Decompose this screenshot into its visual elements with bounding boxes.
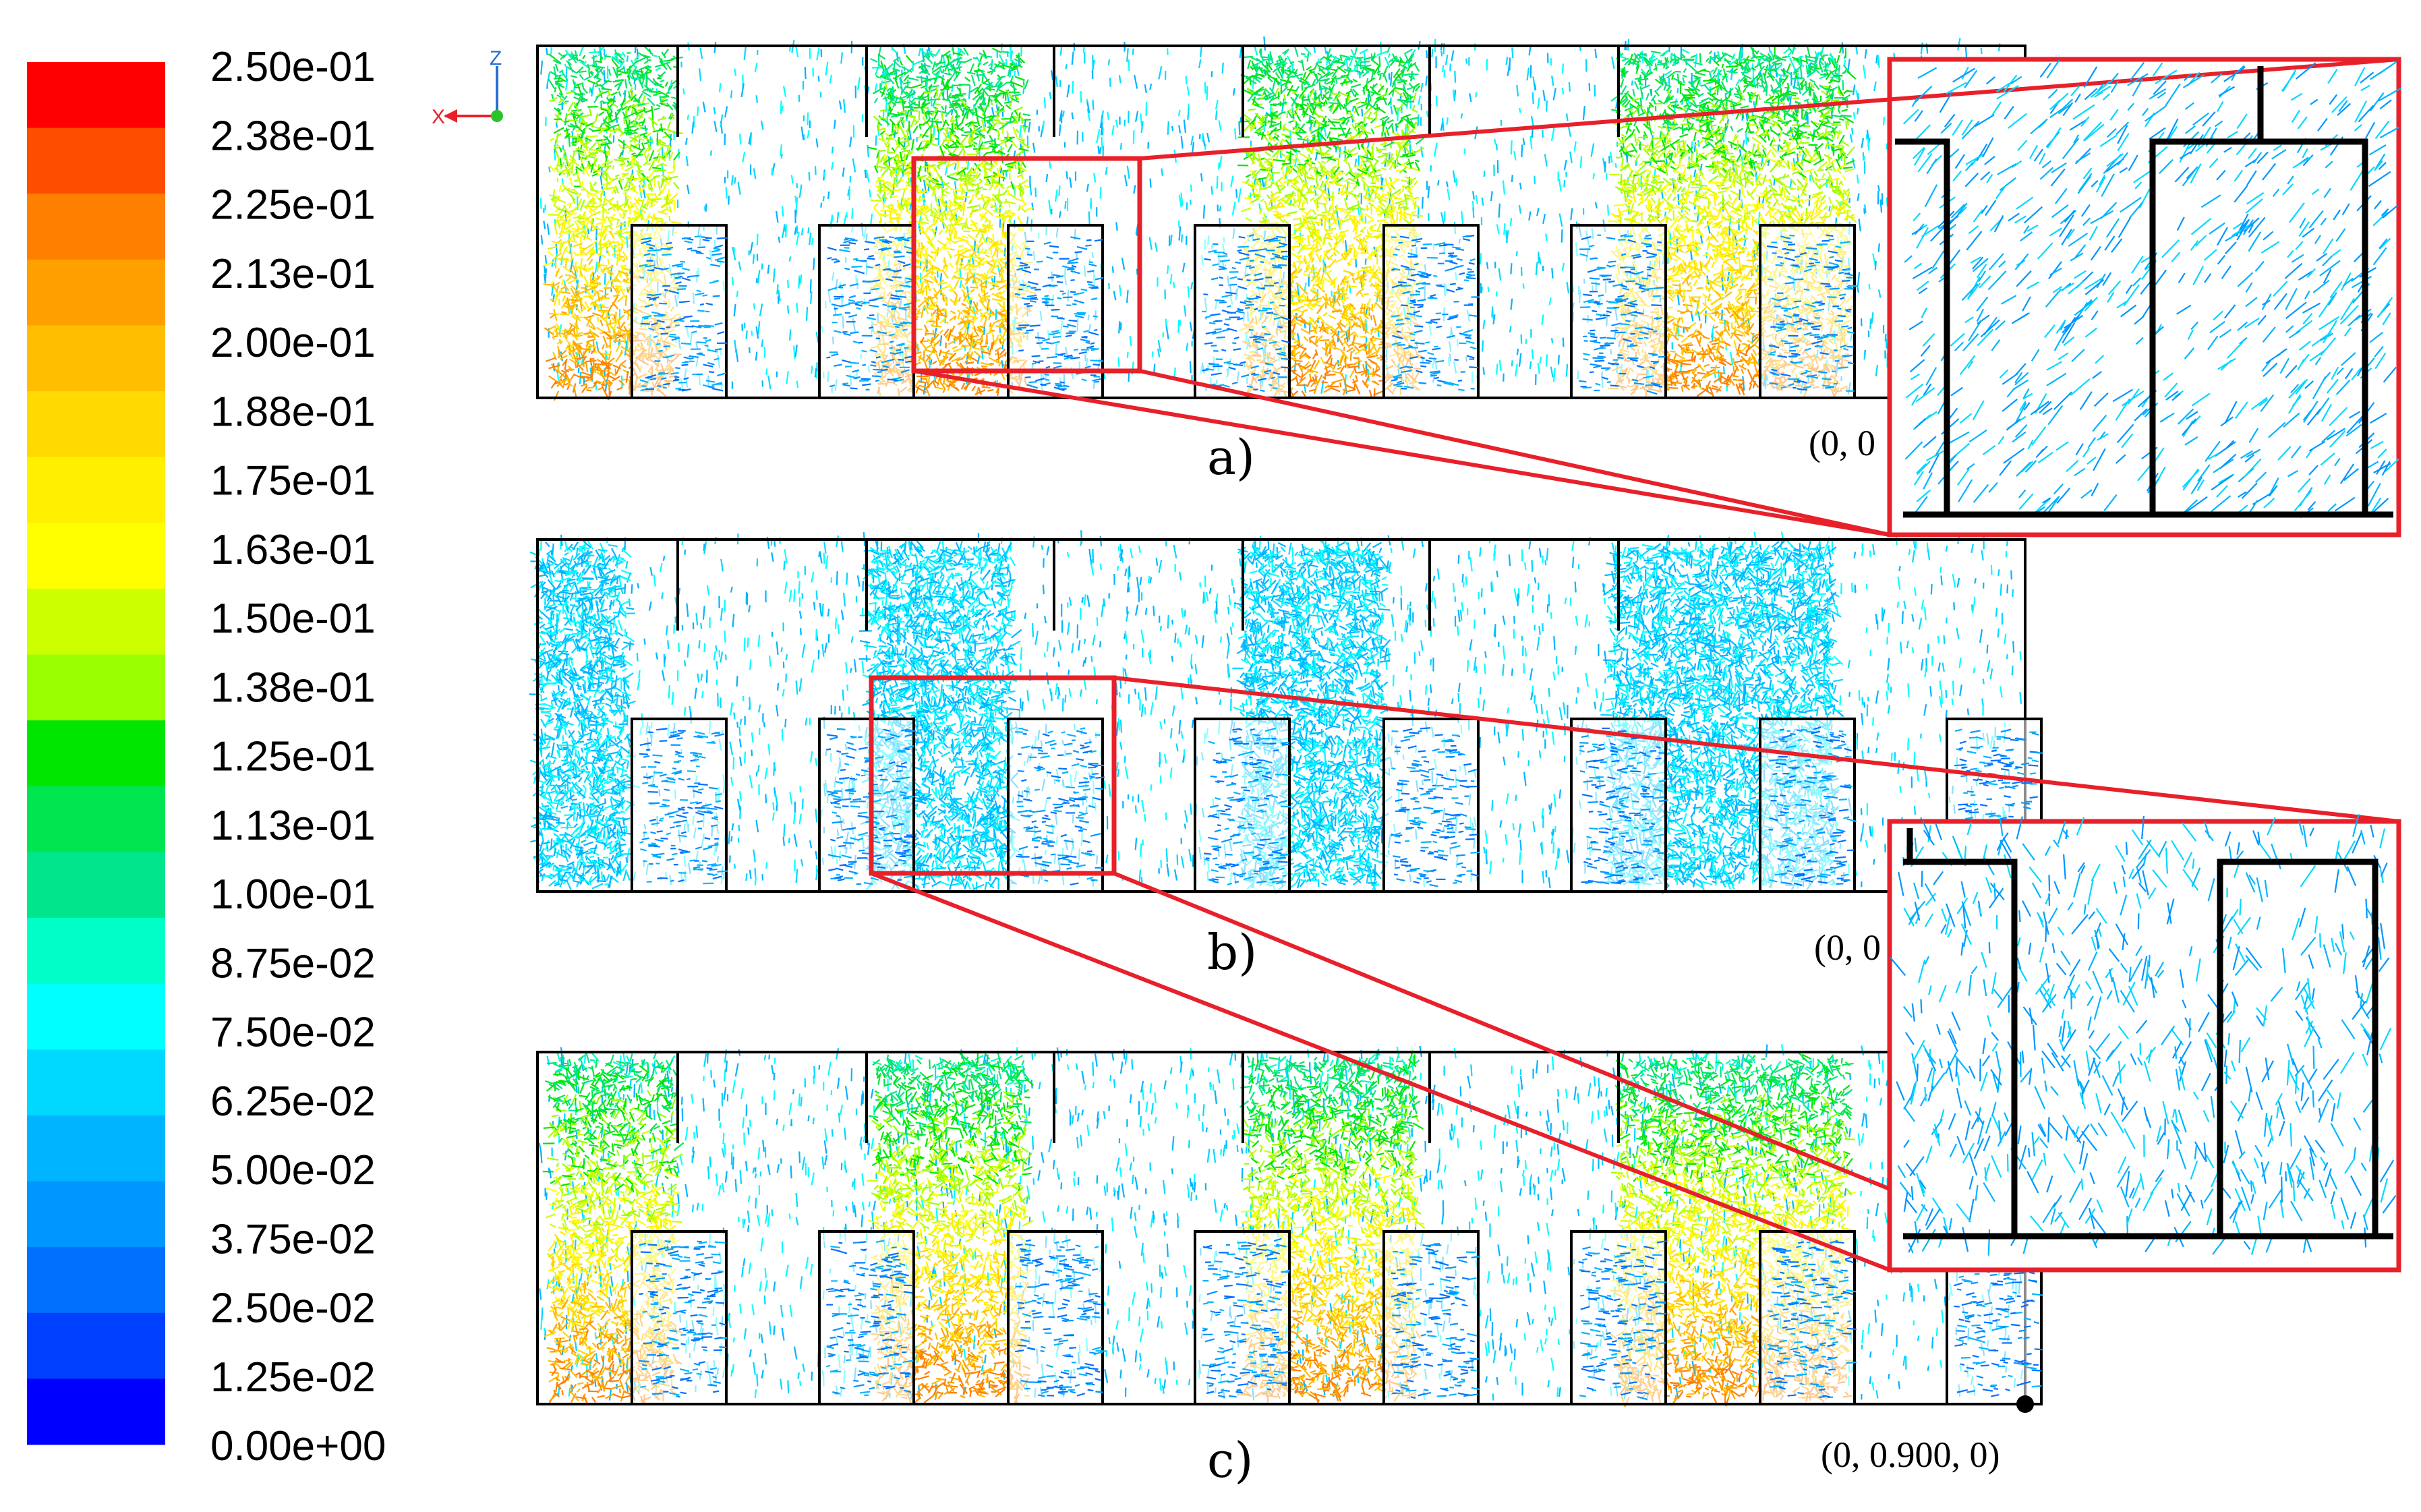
flow-panel-c <box>536 1044 2043 1407</box>
legend-tick-label: 2.50e-01 <box>210 44 376 90</box>
legend-swatch <box>27 127 165 194</box>
legend-swatch <box>27 983 165 1050</box>
flow-panel-b <box>529 530 2043 894</box>
zoom-inset-a <box>911 57 2402 537</box>
legend-swatch <box>27 918 165 985</box>
legend-tick-label: 1.63e-01 <box>210 527 376 573</box>
zoom-inset-b <box>869 675 2401 1273</box>
legend-swatch <box>27 325 165 392</box>
legend-swatch <box>27 1115 165 1182</box>
legend-swatch <box>27 523 165 589</box>
legend-swatch <box>27 391 165 458</box>
legend-tick-label: 7.50e-02 <box>210 1010 376 1056</box>
panel-a-label: a) <box>1207 429 1255 486</box>
legend-swatch <box>27 1378 165 1445</box>
legend-tick-label: 6.25e-02 <box>210 1078 376 1125</box>
legend-tick-label: 8.75e-02 <box>210 940 376 987</box>
panel-c-label: c) <box>1207 1432 1253 1488</box>
legend-tick-label: 2.50e-02 <box>210 1285 376 1332</box>
legend-swatch <box>27 259 165 326</box>
legend-tick-label: 1.00e-01 <box>210 871 376 918</box>
panel-c-coord: (0, 0.900, 0) <box>1821 1434 2000 1475</box>
legend-tick-label: 3.75e-02 <box>210 1216 376 1262</box>
legend-tick-label: 2.25e-01 <box>210 182 376 229</box>
legend-tick-label: 5.00e-02 <box>210 1147 376 1194</box>
color-legend-labels: 2.50e-01 2.38e-01 2.25e-01 2.13e-01 2.00e-01… <box>210 44 386 1470</box>
flow-panel-a <box>536 36 2043 401</box>
legend-swatch <box>27 786 165 852</box>
panel-b-coord: (0, 0 <box>1814 927 1881 968</box>
axis-z-label: Z <box>490 47 502 69</box>
panel-b-label: b) <box>1207 924 1257 981</box>
legend-swatch <box>27 1181 165 1248</box>
legend-tick-label: 1.38e-01 <box>210 664 376 711</box>
legend-swatch <box>27 654 165 721</box>
legend-swatch <box>27 1312 165 1379</box>
legend-swatch <box>27 62 165 129</box>
legend-swatch <box>27 1247 165 1314</box>
panel-a-coord: (0, 0 <box>1809 423 1875 463</box>
origin-marker <box>2016 1395 2034 1413</box>
legend-tick-label: 0.00e+00 <box>210 1423 386 1470</box>
legend-tick-label: 1.88e-01 <box>210 388 376 435</box>
legend-swatch <box>27 1049 165 1116</box>
legend-tick-label: 2.00e-01 <box>210 320 376 366</box>
legend-swatch <box>27 457 165 523</box>
legend-tick-label: 1.25e-01 <box>210 734 376 780</box>
legend-swatch <box>27 852 165 919</box>
axis-triad: X Z <box>432 47 503 128</box>
legend-tick-label: 1.13e-01 <box>210 803 376 849</box>
color-legend-bar <box>27 62 165 1445</box>
legend-swatch <box>27 194 165 260</box>
legend-swatch <box>27 720 165 787</box>
legend-tick-label: 2.38e-01 <box>210 113 376 159</box>
axis-x-label: X <box>432 106 445 128</box>
legend-swatch <box>27 588 165 656</box>
legend-tick-label: 1.50e-01 <box>210 595 376 642</box>
legend-tick-label: 1.75e-01 <box>210 458 376 504</box>
legend-tick-label: 2.13e-01 <box>210 251 376 297</box>
legend-tick-label: 1.25e-02 <box>210 1354 376 1401</box>
